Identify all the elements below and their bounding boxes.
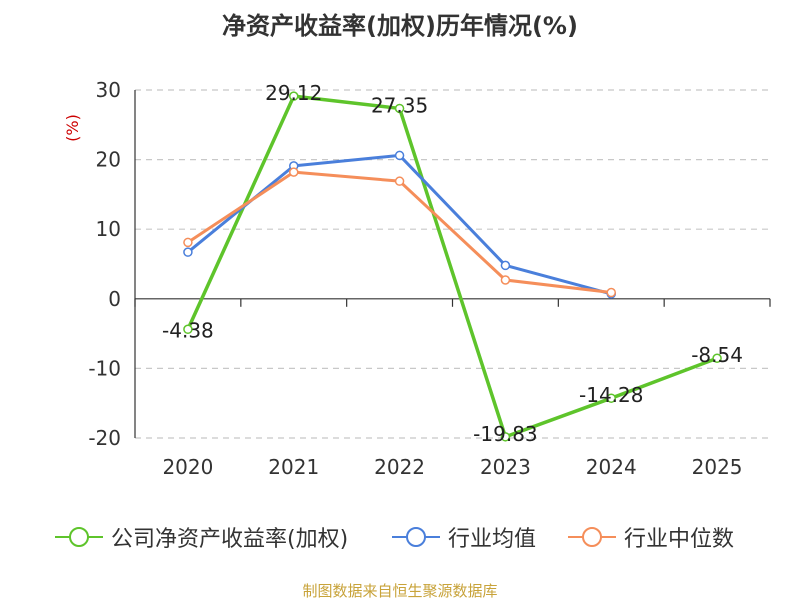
legend-marker-industry-avg [392,527,440,547]
data-point [500,275,511,285]
data-point [183,324,193,335]
y-tick-label: -20 [88,426,121,450]
legend-item-industry-median[interactable]: 行业中位数 [568,522,734,552]
data-point [606,287,616,298]
data-label: -4.38 [162,318,214,342]
data-point [289,91,299,101]
legend-label-company: 公司净资产收益率(加权) [111,527,349,552]
y-axis-label: (%) [63,114,82,142]
data-point [606,393,616,403]
y-tick-label: 20 [96,148,121,172]
source-note: 制图数据来自恒生聚源数据库 [302,582,498,600]
chart-title: 净资产收益率(加权)历年情况(%) [222,12,578,40]
data-point [500,432,511,442]
data-label: 27.35 [371,93,428,117]
data-point [500,260,511,271]
series-line-0 [186,94,718,439]
x-tick-label: 2023 [480,455,531,479]
y-tick-label: -10 [88,356,121,380]
x-tick-label: 2025 [692,455,743,479]
data-label: -19.83 [473,422,537,446]
x-tick-label: 2020 [162,455,213,479]
data-point [183,247,193,257]
data-point [394,103,405,114]
legend-marker-company [55,527,103,547]
legend-marker-industry-median [568,527,616,547]
data-point [712,353,722,363]
data-point [394,176,405,186]
legend-label-industry-avg: 行业均值 [448,527,537,552]
x-tick-label: 2021 [268,455,319,479]
y-tick-label: 10 [96,217,121,241]
series-line-1 [186,153,612,296]
data-label: -8.54 [691,343,743,367]
data-point [183,237,193,248]
data-point [394,150,405,161]
legend-label-industry-median: 行业中位数 [624,527,735,552]
data-point [289,167,299,177]
data-label: 29.12 [265,81,322,105]
y-tick-label: 0 [108,287,121,311]
data-label: -14.28 [579,383,643,407]
x-tick-label: 2022 [374,455,425,479]
y-tick-label: 30 [96,78,121,102]
legend-item-company[interactable]: 公司净资产收益率(加权) [55,522,348,552]
x-tick-label: 2024 [586,455,637,479]
legend-item-industry-avg[interactable]: 行业均值 [392,522,536,552]
legend: 公司净资产收益率(加权) 行业均值 行业中位数 [0,522,800,552]
